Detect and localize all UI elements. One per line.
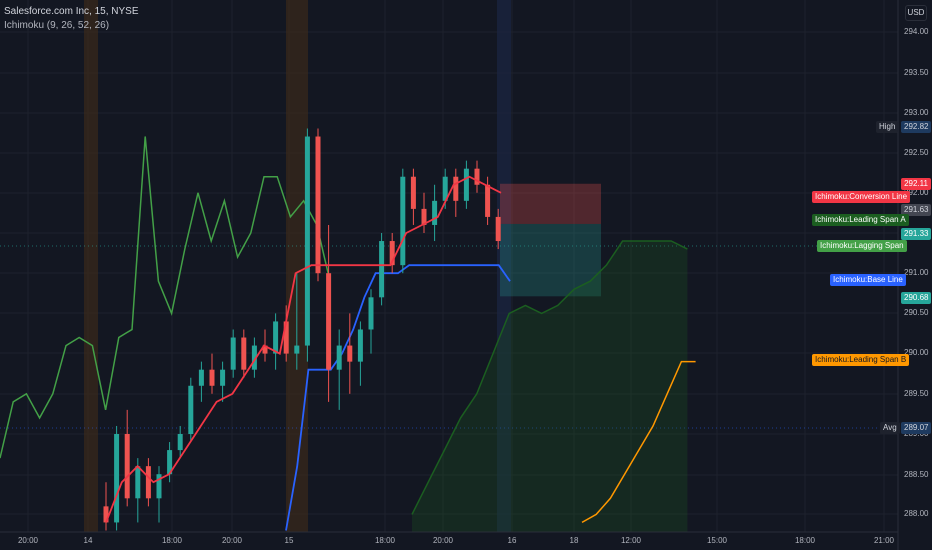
- candle-body: [145, 466, 151, 499]
- high-label: High: [876, 121, 899, 133]
- currency-button[interactable]: USD: [905, 5, 927, 21]
- avg-price-tag: 289.07: [901, 422, 931, 434]
- candle-body: [241, 337, 247, 370]
- candle-body: [209, 369, 215, 386]
- price-axis-tick: 289.50: [904, 389, 929, 398]
- candle-body: [114, 434, 120, 523]
- candle-body: [220, 369, 226, 386]
- time-axis-tick: 15:00: [706, 536, 728, 545]
- indicator-title[interactable]: Ichimoku (9, 26, 52, 26): [4, 20, 110, 31]
- leading-span-b-label: Ichimoku:Leading Span B: [812, 354, 910, 366]
- time-axis-tick: 18:00: [161, 536, 183, 545]
- leading-span-a-line: [411, 240, 688, 515]
- price-axis-tick: 288.50: [904, 470, 929, 479]
- time-axis-tick: 16: [507, 536, 517, 545]
- candle-body: [336, 345, 342, 370]
- time-axis-tick: 18:00: [374, 536, 396, 545]
- candle-body: [188, 385, 194, 434]
- time-axis-tick: 20:00: [17, 536, 39, 545]
- avg-label: Avg: [880, 422, 900, 434]
- candle-body: [379, 241, 385, 298]
- candle-body: [400, 176, 406, 266]
- symbol-title: Salesforce.com Inc, 15, NYSE: [4, 6, 139, 17]
- time-axis-tick: 18:00: [794, 536, 816, 545]
- candle-body: [495, 216, 501, 242]
- session-band: [497, 0, 511, 532]
- candle-body: [432, 200, 438, 225]
- time-axis-tick: 12:00: [620, 536, 642, 545]
- conversion-line: [105, 175, 502, 523]
- time-axis-tick: 14: [83, 536, 93, 545]
- candle-body: [135, 466, 141, 499]
- price-axis-tick: 292.00: [904, 188, 929, 197]
- candle-body: [389, 241, 395, 266]
- base-line: [285, 264, 511, 531]
- candle-body: [315, 136, 321, 274]
- session-band: [84, 0, 98, 532]
- candle-body: [177, 434, 183, 451]
- candle-body: [230, 337, 236, 370]
- time-axis-tick: 20:00: [221, 536, 243, 545]
- leading-span-b-line: [581, 360, 696, 524]
- conversion-price-tag: 292.11: [901, 178, 931, 190]
- candle-body: [103, 506, 109, 523]
- candle-body: [198, 369, 204, 386]
- price-axis-tick: 291.00: [904, 268, 929, 277]
- price-axis-tick: 290.00: [904, 348, 929, 357]
- time-axis-tick: 21:00: [873, 536, 895, 545]
- candle-body: [283, 321, 289, 354]
- candle-body: [347, 345, 353, 362]
- candle-body: [442, 176, 448, 201]
- candle-body: [304, 136, 310, 346]
- candle-body: [251, 345, 257, 370]
- candle-body: [474, 168, 480, 185]
- position-stop-zone: [500, 183, 601, 224]
- candle-body: [156, 474, 162, 499]
- candle-body: [167, 450, 173, 475]
- price-axis-tick: 294.00: [904, 27, 929, 36]
- price-axis-tick: 288.00: [904, 509, 929, 518]
- candle-body: [421, 208, 427, 225]
- high-price-tag: 292.82: [901, 121, 931, 133]
- leading-span-a-price-tag: 291.33: [901, 228, 931, 240]
- time-axis-tick: 15: [284, 536, 294, 545]
- candle-body: [485, 184, 491, 217]
- current-price-tag: 291.63: [901, 204, 931, 216]
- price-axis-tick: 292.50: [904, 148, 929, 157]
- candle-body: [273, 321, 279, 354]
- time-axis-tick: 20:00: [432, 536, 454, 545]
- lagging-span-label: Ichimoku:Lagging Span: [817, 240, 907, 252]
- candle-body: [463, 168, 469, 201]
- green-price-tag: 290.68: [901, 292, 931, 304]
- ichimoku-cloud: [412, 241, 688, 532]
- session-band: [286, 0, 308, 532]
- base-line-label: Ichimoku:Base Line: [830, 274, 906, 286]
- leading-span-a-label: Ichimoku:Leading Span A: [812, 214, 909, 226]
- candle-body: [326, 273, 332, 370]
- candle-body: [357, 329, 363, 362]
- time-axis-tick: 18: [569, 536, 579, 545]
- candle-body: [453, 176, 459, 201]
- candle-body: [294, 345, 300, 354]
- candle-body: [410, 176, 416, 209]
- candle-body: [124, 434, 130, 499]
- conversion-line-label: Ichimoku:Conversion Line: [812, 191, 911, 203]
- candle-body: [368, 297, 374, 330]
- price-axis-tick: 293.50: [904, 68, 929, 77]
- chart-legend: Salesforce.com Inc, 15, NYSE Ichimoku (9…: [4, 5, 139, 33]
- lagging-span-line: [0, 136, 331, 459]
- candle-body: [262, 345, 268, 354]
- price-axis-tick: 290.50: [904, 308, 929, 317]
- price-axis-tick: 293.00: [904, 108, 929, 117]
